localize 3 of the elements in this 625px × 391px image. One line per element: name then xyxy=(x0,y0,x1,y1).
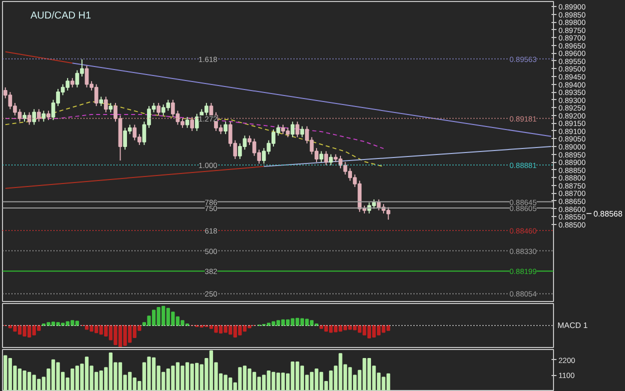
text: 0.88568 xyxy=(594,210,623,219)
text: AUD/CAD H1 xyxy=(30,10,92,22)
text: MACD 1 xyxy=(558,321,588,330)
